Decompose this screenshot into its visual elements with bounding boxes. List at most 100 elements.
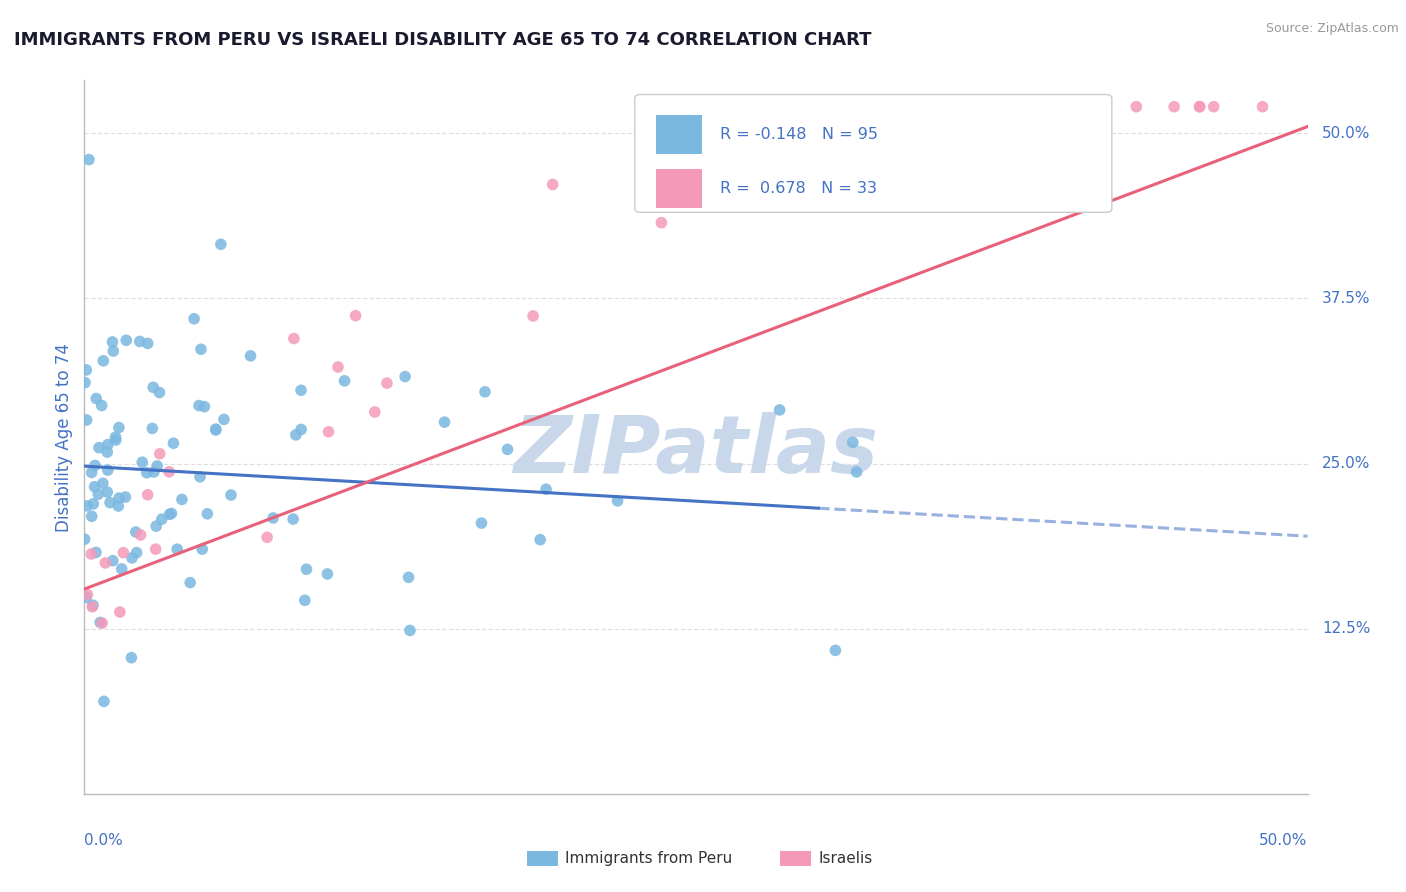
Bar [655,169,702,209]
Point [1251,100,1274,114]
Point [128,334,150,349]
Point [108,420,131,434]
Point [496,442,519,457]
Point [129,528,152,542]
Point [183,311,205,326]
Point [75,591,97,605]
Point [83,480,105,494]
Point [84,392,107,406]
Point [91,476,114,491]
Point [148,385,170,400]
Point [91,616,114,631]
Point [281,512,304,526]
Point [170,492,193,507]
Point [160,507,183,521]
Point [93,694,115,708]
Point [136,336,159,351]
Text: 50.0%: 50.0% [1260,833,1308,848]
Point [470,516,492,530]
Point [522,309,544,323]
Point [120,650,142,665]
Point [375,376,398,391]
Point [188,470,211,484]
Point [96,445,118,459]
Point [209,237,232,252]
Point [145,519,167,533]
Point [188,399,211,413]
Point [398,570,420,584]
Point [159,508,181,522]
Point [219,488,242,502]
Point [1080,100,1102,114]
Text: Israelis: Israelis [818,851,873,865]
Point [193,400,215,414]
Point [82,599,104,614]
Point [96,485,118,500]
Point [157,465,180,479]
Point [1018,100,1040,114]
Point [1202,100,1225,114]
Point [101,554,124,568]
Point [125,546,148,560]
Point [125,524,148,539]
Point [97,463,120,477]
Point [290,384,312,398]
Text: 0.0%: 0.0% [84,833,124,848]
Point [204,423,226,437]
Point [121,550,143,565]
Text: R =  0.678   N = 33: R = 0.678 N = 33 [720,181,877,196]
Point [294,593,316,607]
Point [191,542,214,557]
Point [262,511,284,525]
Point [82,599,104,613]
Point [135,466,157,480]
Point [101,334,124,349]
Point [606,494,628,508]
Point [104,433,127,447]
Point [77,153,100,167]
Point [650,216,672,230]
Point [318,425,340,439]
Point [190,343,212,357]
Point [162,436,184,450]
Point [1163,100,1185,114]
Point [98,495,121,509]
Point [76,499,98,513]
Point [979,100,1001,114]
Point [112,546,135,560]
Point [239,349,262,363]
Text: Immigrants from Peru: Immigrants from Peru [565,851,733,865]
Point [142,465,165,479]
Text: Source: ZipAtlas.com: Source: ZipAtlas.com [1265,22,1399,36]
Point [433,415,456,429]
Point [529,533,551,547]
Point [94,556,117,570]
Point [333,374,356,388]
Point [364,405,387,419]
Point [1188,100,1211,114]
Point [84,458,107,473]
Point [394,369,416,384]
Text: 12.5%: 12.5% [1322,621,1371,636]
Y-axis label: Disability Age 65 to 74: Disability Age 65 to 74 [55,343,73,532]
Point [212,412,235,426]
Point [541,178,564,192]
Point [316,566,339,581]
Point [108,605,131,619]
Point [75,363,97,377]
Point [283,332,305,346]
Point [768,403,790,417]
Point [842,435,865,450]
Point [103,344,125,359]
Point [145,542,167,557]
Point [108,491,131,505]
Point [76,587,98,601]
Point [87,441,110,455]
Text: 50.0%: 50.0% [1322,126,1371,141]
Point [107,499,129,513]
Point [179,575,201,590]
Point [73,532,96,546]
Point [344,309,367,323]
Point [90,399,112,413]
Point [1188,100,1211,114]
